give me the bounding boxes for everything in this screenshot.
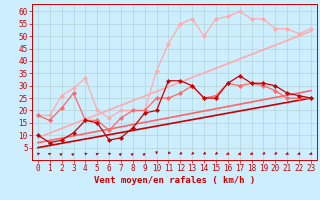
X-axis label: Vent moyen/en rafales ( km/h ): Vent moyen/en rafales ( km/h ) — [94, 176, 255, 185]
